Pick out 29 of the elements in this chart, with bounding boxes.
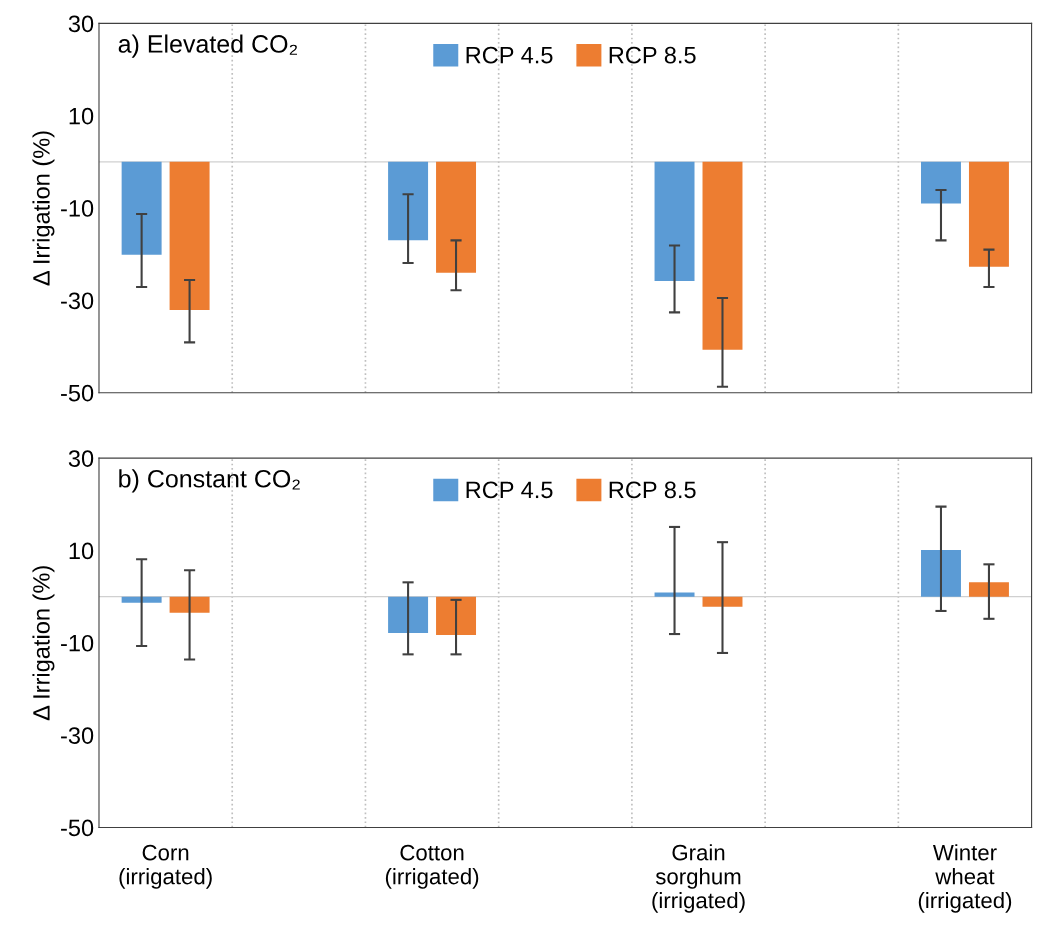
- y-tick-label: -30: [61, 292, 94, 310]
- y-tick-label: -50: [61, 384, 94, 402]
- y-tick-label: -10: [61, 634, 94, 652]
- y-tick-label: 10: [69, 542, 94, 560]
- x-tick-label: Cotton (irrigated): [385, 844, 479, 889]
- bar: [968, 582, 1009, 597]
- y-tick-label: -30: [61, 727, 94, 744]
- bar: [921, 550, 961, 597]
- y-axis-title: Δ Irrigation (%): [32, 131, 55, 286]
- chart-title: b) Constant CO₂: [119, 469, 300, 493]
- bar: [121, 596, 162, 603]
- legend-label: RCP 4.5: [466, 481, 553, 499]
- x-tick-label: Corn (irrigated): [119, 844, 212, 889]
- y-tick-label: 30: [68, 15, 94, 33]
- y-tick-label: 10: [69, 107, 94, 125]
- y-tick-label: 30: [68, 450, 94, 467]
- legend-label: RCP 4.5: [466, 46, 553, 64]
- y-tick-label: -50: [61, 819, 94, 837]
- y-tick-label: -10: [61, 200, 94, 217]
- x-tick-label: Grain sorghum (irrigated): [652, 844, 745, 913]
- y-axis-title: Δ Irrigation (%): [32, 566, 55, 721]
- bar: [654, 592, 695, 597]
- bar: [169, 596, 210, 613]
- legend-label: RCP 8.5: [609, 46, 696, 64]
- bar: [388, 596, 429, 634]
- legend-label: RCP 8.5: [609, 481, 696, 499]
- x-tick-label: Winter wheat (irrigated): [918, 844, 1012, 913]
- chart-title: a) Elevated CO₂: [118, 34, 298, 58]
- bar: [436, 596, 477, 635]
